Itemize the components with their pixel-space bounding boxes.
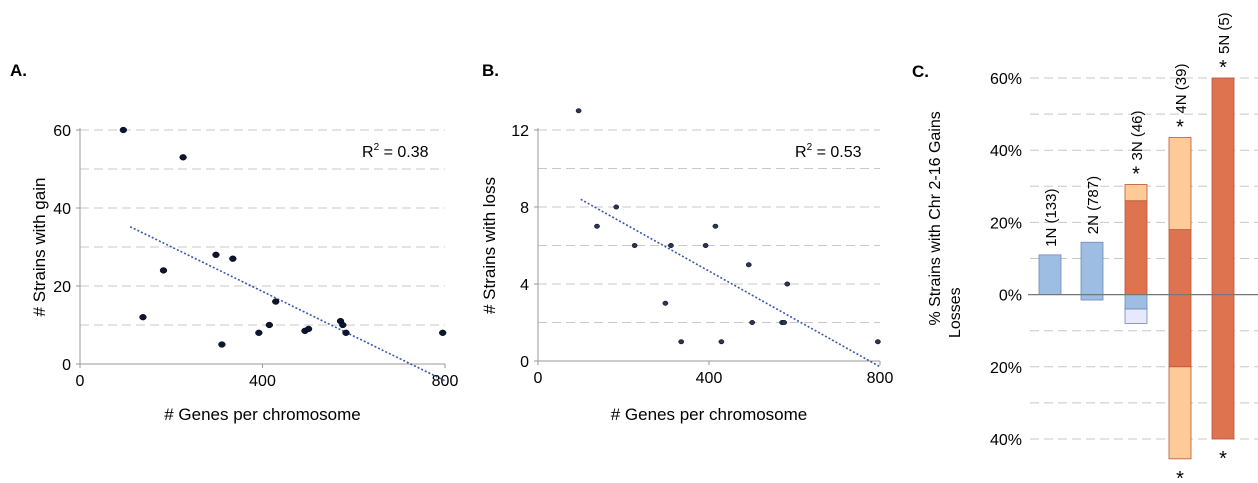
x-axis-title: # Genes per chromosome xyxy=(164,405,361,424)
x-tick-label: 800 xyxy=(867,370,894,387)
data-point xyxy=(439,329,447,336)
r-squared-label: R2 = 0.38 xyxy=(362,142,429,161)
bar-segment xyxy=(1168,366,1192,460)
y-axis-title-losses: Losses xyxy=(947,287,964,338)
data-point xyxy=(575,108,582,114)
bar-segment xyxy=(1124,308,1148,324)
y-tick-label: 60% xyxy=(990,71,1022,88)
y-tick-label: 12 xyxy=(511,123,529,140)
x-tick-label: 800 xyxy=(432,373,459,390)
y-axis-title: # Strains with loss xyxy=(480,177,499,314)
bar-segment xyxy=(1211,77,1235,296)
data-point xyxy=(218,341,226,348)
y-tick-label: 8 xyxy=(520,200,529,217)
data-point xyxy=(342,329,350,336)
y-tick-label: 0 xyxy=(62,357,71,374)
data-point xyxy=(119,126,127,134)
significance-star: * xyxy=(1219,448,1227,470)
data-point xyxy=(875,339,881,345)
x-tick-label: 0 xyxy=(76,373,85,390)
data-point xyxy=(718,339,725,345)
x-tick-label: 0 xyxy=(534,370,543,387)
y-tick-label: 20% xyxy=(990,360,1022,377)
significance-star: * xyxy=(1176,117,1184,139)
data-point xyxy=(159,267,168,274)
data-point xyxy=(229,255,237,262)
data-point xyxy=(631,243,638,248)
data-point xyxy=(784,281,791,287)
bar-segment xyxy=(1211,294,1235,440)
y-tick-label: 0 xyxy=(520,354,529,371)
data-point xyxy=(745,262,752,268)
bar-category-label: 1N (133) xyxy=(1043,189,1060,247)
trendline xyxy=(580,198,881,368)
data-point xyxy=(781,320,788,325)
x-tick-label: 400 xyxy=(249,373,276,390)
data-point xyxy=(613,204,620,210)
bar-segment xyxy=(1168,229,1192,295)
y-tick-label: 40 xyxy=(53,201,71,218)
data-point xyxy=(678,339,685,345)
panel-a: A. 0 20 40 60 0 400 800 # Genes per chromosome # … xyxy=(10,61,458,424)
bar-segment xyxy=(1124,200,1148,296)
bar-segment xyxy=(1124,184,1148,202)
bar-category-label: 4N (39) xyxy=(1173,64,1190,114)
data-point xyxy=(179,154,187,161)
data-point xyxy=(139,314,147,321)
data-point xyxy=(304,325,313,333)
bar-segment xyxy=(1168,137,1192,231)
significance-star: * xyxy=(1176,468,1184,483)
bar-category-label: 5N (5) xyxy=(1216,12,1233,54)
panel-c: C. 60% 40% 20% 0% 20% 40% % Strains with Chr 2-… xyxy=(912,12,1258,483)
bar-segment xyxy=(1038,254,1062,295)
bar-segment xyxy=(1124,294,1148,310)
data-point xyxy=(255,329,263,336)
y-tick-label: 0% xyxy=(999,288,1022,305)
y-tick-label: 40% xyxy=(990,432,1022,449)
r-squared-label: R2 = 0.53 xyxy=(795,142,862,161)
y-tick-label: 20% xyxy=(990,215,1022,232)
panel-letter: C. xyxy=(912,62,929,81)
data-point xyxy=(212,251,220,258)
data-point xyxy=(339,321,347,329)
y-tick-label: 40% xyxy=(990,143,1022,160)
y-axis-title-gains: % Strains with Chr 2-16 Gains xyxy=(927,111,944,325)
data-point xyxy=(272,298,280,305)
panel-letter: A. xyxy=(10,61,27,80)
data-point xyxy=(702,243,709,248)
data-point xyxy=(594,223,600,229)
bar-segment xyxy=(1080,294,1104,301)
data-point xyxy=(749,320,756,325)
y-axis-title: # Strains with gain xyxy=(30,178,49,317)
x-tick-label: 400 xyxy=(696,370,723,387)
panel-letter: B. xyxy=(482,61,499,80)
significance-star: * xyxy=(1132,163,1140,185)
data-point xyxy=(662,300,669,306)
trendline xyxy=(129,226,446,382)
bar-segment xyxy=(1080,241,1104,296)
panel-b: B. 0 4 8 12 0 400 800 # Genes per chromosome # St… xyxy=(480,61,893,424)
data-point xyxy=(265,321,273,329)
x-axis-title: # Genes per chromosome xyxy=(611,405,808,424)
data-point xyxy=(712,223,719,229)
y-tick-label: 4 xyxy=(520,277,529,294)
bar-category-label: 2N (787) xyxy=(1085,176,1102,234)
bar-category-label: 3N (46) xyxy=(1129,110,1146,160)
significance-star: * xyxy=(1219,57,1227,79)
data-point xyxy=(668,243,674,248)
bar-segment xyxy=(1168,294,1192,368)
y-tick-label: 60 xyxy=(53,123,71,140)
y-tick-label: 20 xyxy=(53,279,71,296)
